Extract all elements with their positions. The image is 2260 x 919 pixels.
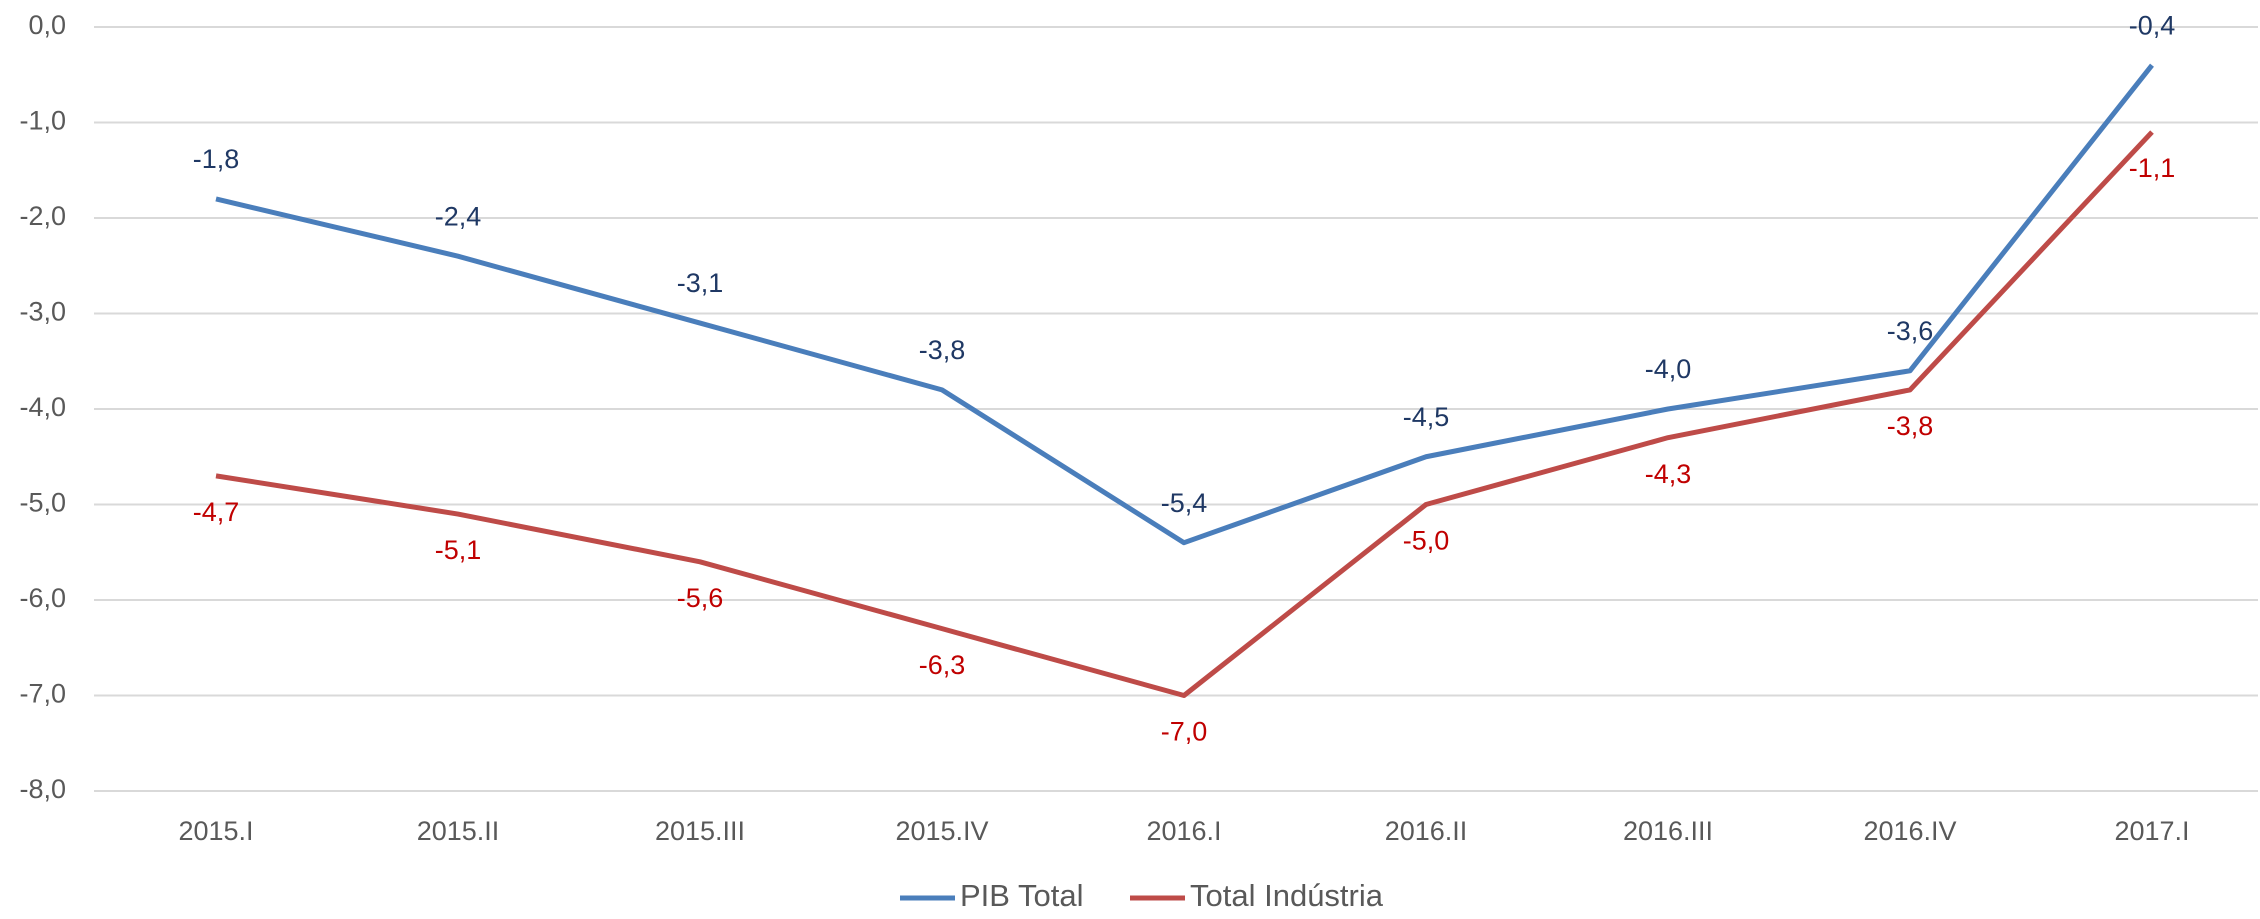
data-label: -0,4 (2129, 10, 2176, 40)
legend-label: PIB Total (960, 878, 1084, 913)
y-tick-label: -8,0 (19, 774, 66, 804)
x-tick-label: 2015.II (417, 816, 500, 846)
data-label: -7,0 (1161, 717, 1208, 747)
data-label: -1,1 (2129, 153, 2176, 183)
y-tick-label: -3,0 (19, 297, 66, 327)
y-tick-label: -7,0 (19, 679, 66, 709)
data-label: -5,1 (435, 535, 482, 565)
data-label: -2,4 (435, 201, 482, 231)
line (215, 130, 2154, 698)
data-label: -4,0 (1645, 354, 1692, 384)
y-tick-label: -6,0 (19, 583, 66, 613)
x-tick-label: 2016.I (1146, 816, 1221, 846)
y-tick-label: -5,0 (19, 488, 66, 518)
y-tick-label: -1,0 (19, 106, 66, 136)
data-label: -5,0 (1403, 526, 1450, 556)
x-tick-label: 2015.I (178, 816, 253, 846)
legend-label: Total Indústria (1190, 878, 1384, 913)
data-label: -6,3 (919, 650, 966, 680)
x-tick-label: 2016.II (1385, 816, 1468, 846)
data-label: -3,6 (1887, 316, 1934, 346)
y-tick-label: 0,0 (28, 10, 66, 40)
data-label: -3,8 (919, 335, 966, 365)
line (215, 63, 2154, 546)
data-label: -5,4 (1161, 488, 1208, 518)
data-label: -4,3 (1645, 459, 1692, 489)
x-tick-label: 2016.IV (1863, 816, 1956, 846)
x-tick-label: 2015.III (655, 816, 745, 846)
data-label: -5,6 (677, 583, 724, 613)
y-tick-label: -2,0 (19, 201, 66, 231)
data-label: -4,5 (1403, 402, 1450, 432)
data-label: -1,8 (193, 144, 240, 174)
x-tick-label: 2017.I (2114, 816, 2189, 846)
x-tick-label: 2015.IV (895, 816, 988, 846)
y-tick-label: -4,0 (19, 392, 66, 422)
data-label: -3,8 (1887, 411, 1934, 441)
data-label: -3,1 (677, 268, 724, 298)
data-label: -4,7 (193, 497, 240, 527)
x-tick-label: 2016.III (1623, 816, 1713, 846)
